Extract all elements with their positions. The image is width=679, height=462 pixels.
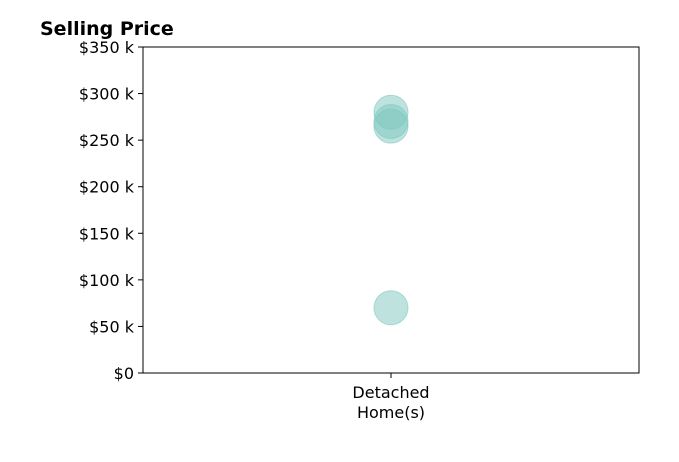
scatter-point (373, 290, 409, 326)
marker-layer (373, 94, 409, 326)
chart-title: Selling Price (40, 18, 174, 40)
scatter-point (373, 108, 409, 144)
y-tick-label: $0 (114, 364, 134, 383)
y-tick-label: $50 k (89, 317, 135, 336)
x-tick-label: Detached Home(s) (352, 383, 429, 422)
x-axis: Detached Home(s) (352, 373, 430, 422)
y-tick-label: $300 k (79, 85, 135, 104)
y-tick-label: $200 k (79, 178, 135, 197)
y-tick-label: $100 k (79, 271, 135, 290)
y-tick-label: $250 k (79, 131, 135, 150)
y-tick-label: $150 k (79, 224, 135, 243)
y-tick-label: $350 k (79, 38, 135, 57)
y-axis: $0 $50 k $100 k $150 k $200 k $250 k $300 k $35… (79, 38, 143, 383)
